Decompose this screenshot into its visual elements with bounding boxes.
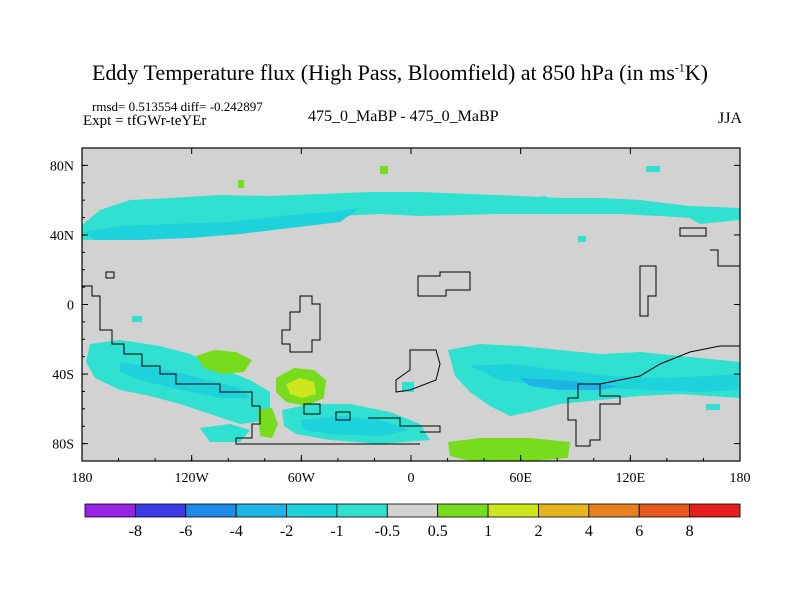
positive-patch-antarctic [448, 438, 570, 461]
colorbar-swatch [487, 503, 539, 518]
sh-storm-track-east-strong [520, 378, 620, 390]
coastline-australia [567, 383, 621, 447]
coastline-south-america [281, 295, 321, 353]
x-tick-label: 120W [175, 471, 210, 486]
coastline-africa-south [395, 349, 441, 393]
coastline-africa [417, 271, 471, 297]
stats-line: rmsd= 0.513554 diff= -0.242897 [92, 99, 263, 114]
positive-patch-pacific [196, 350, 252, 374]
coastline-japan [679, 227, 707, 237]
plot-title: Eddy Temperature flux (High Pass, Bloomf… [0, 60, 800, 86]
positive-patch-nh [380, 166, 388, 174]
nh-band-inner [84, 208, 360, 240]
season-label: JJA [718, 110, 743, 127]
colorbar-swatch [84, 503, 136, 518]
x-tick-label: 0 [408, 471, 415, 486]
y-tick-label: 40N [50, 229, 74, 244]
nh-band-patch-c [646, 166, 660, 172]
colorbar-swatch [538, 503, 590, 518]
coastline-misc-b [303, 403, 321, 415]
colorbar-swatch [386, 503, 439, 518]
small-patch-b [706, 404, 720, 410]
land-outlines [82, 227, 741, 447]
title-text: Eddy Temperature flux (High Pass, Bloomf… [91, 60, 675, 85]
small-patch-a [132, 316, 142, 322]
y-tick-label: 40S [52, 368, 74, 383]
positive-patch-drake [258, 408, 278, 438]
colorbar-label: 4 [585, 523, 593, 540]
south-atlantic-core [300, 416, 410, 436]
y-tick-label: 0 [67, 299, 74, 314]
positive-patch-nh-b [238, 180, 244, 188]
coastline-antarctica [335, 411, 441, 433]
colorbar-swatch [286, 503, 338, 518]
title-superscript: -1 [674, 60, 685, 75]
negative-flux-regions [82, 166, 740, 444]
x-tick-label: 180 [72, 471, 93, 486]
colorbar: -8 -6 -4 -2 -1 -0.5 0.5 1 2 4 6 8 [84, 503, 741, 540]
colorbar-label: -4 [229, 523, 242, 540]
positive-flux-regions [196, 166, 570, 461]
colorbar-label: 0.5 [428, 523, 448, 540]
sh-storm-track-west-core [120, 362, 250, 398]
colorbar-swatch [134, 503, 187, 518]
colorbar-swatch [336, 503, 388, 518]
colorbar-label: 6 [635, 523, 643, 540]
x-tick-label: 60E [509, 471, 532, 486]
colorbar-swatch [185, 503, 237, 518]
y-axis-ticks: 80N 40N 0 40S 80S [50, 147, 740, 462]
x-tick-label: 180 [730, 471, 751, 486]
colorbar-label: 1 [484, 523, 492, 540]
experiment-label: 475_0_MaBP - 475_0_MaBP [308, 108, 499, 125]
colorbar-swatch [437, 503, 489, 518]
y-tick-label: 80N [50, 159, 74, 174]
positive-patch-south-america-core [286, 378, 316, 398]
nh-band-patch-a [532, 196, 552, 213]
colorbar-swatch [235, 503, 287, 518]
x-axis-ticks: 180 120W 60W 0 60E 120E 180 [72, 148, 751, 486]
colorbar-label: -6 [179, 523, 192, 540]
colorbar-swatch [638, 503, 691, 518]
colorbar-label: -8 [129, 523, 142, 540]
colorbar-label: -2 [280, 523, 293, 540]
expt-line: Expt = tfGWr-teYEr [83, 113, 207, 129]
coastline-misc-a [105, 271, 115, 279]
colorbar-swatch [588, 503, 640, 518]
sh-storm-track-east-core [470, 364, 738, 392]
colorbar-swatch [689, 503, 741, 518]
coastline-asia-east [639, 265, 657, 317]
coastline-americas [82, 285, 420, 445]
colorbar-label: -0.5 [375, 523, 400, 540]
nh-band-patch-b [578, 236, 586, 242]
colorbar-label: -1 [330, 523, 343, 540]
colorbar-label: 2 [534, 523, 542, 540]
x-tick-label: 120E [616, 471, 646, 486]
colorbar-label: 8 [686, 523, 694, 540]
title-unit-tail: K) [684, 60, 708, 85]
y-tick-label: 80S [52, 438, 74, 453]
x-tick-label: 60W [288, 471, 316, 486]
